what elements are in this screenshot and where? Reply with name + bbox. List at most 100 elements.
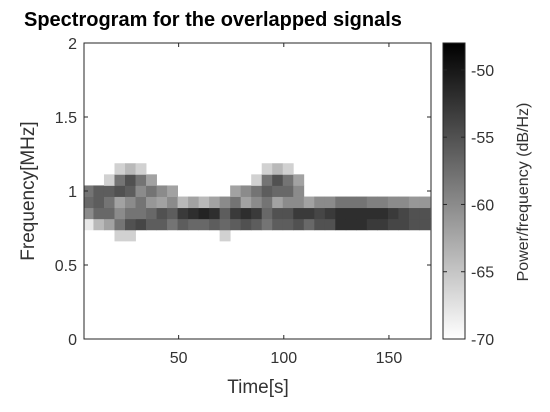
heatmap-cell [366,207,378,220]
heatmap-cell [114,207,126,220]
heatmap-cell [135,163,147,175]
x-axis-ticks: 50 100 150 [170,43,403,367]
colorbar: -70 -65 -60 -55 -50 [442,42,494,349]
heatmap-cell [293,218,305,231]
heatmap-cell [198,207,210,220]
heatmap-cell [125,163,136,175]
heatmap-cell [314,196,326,209]
heatmap-cell [103,218,115,231]
heatmap-cell [272,218,284,231]
heatmap-cell [103,174,115,186]
heatmap-cell [387,218,399,231]
heatmap-cell [324,196,336,209]
colorbar-gradient [442,42,466,340]
heatmap-cell [345,218,357,231]
heatmap-cell [125,174,136,186]
plot-area: 50 100 150 0 0.5 1 1.5 2 [55,36,432,367]
heatmap-cell [219,218,231,231]
heatmap-cell [125,229,136,242]
heatmap-cell [282,218,294,231]
heatmap-cell [84,218,94,231]
heatmap-cell [209,207,221,220]
heatmap-cell [398,218,410,231]
heatmap-cell [103,207,115,220]
heatmap-cell [146,185,157,197]
heatmap-cell [125,218,136,231]
heatmap-cell [167,207,178,220]
heatmap-cell [146,218,157,231]
heatmap-cell [314,218,326,231]
heatmap-cell [303,218,315,231]
heatmap-cell [188,218,200,231]
heatmap-cell [156,196,168,209]
heatmap-cell [377,207,389,220]
heatmap-cell [303,196,315,209]
y-axis-label: Frequency[MHz] [18,121,39,260]
heatmap-cell [240,185,252,197]
heatmap-cell [167,185,178,197]
heatmap-cell [408,218,420,231]
y-tick-label: 0.5 [55,258,77,275]
x-tick-label: 50 [170,350,188,367]
heatmap-cell [398,207,410,220]
heatmap-cell [282,163,294,175]
heatmap-cell [398,196,410,209]
heatmap-cell [261,163,273,175]
heatmap-cell [125,196,136,209]
heatmap-cell [251,196,263,209]
heatmap-cell [345,196,357,209]
heatmap-cell [177,196,189,209]
heatmap-cell [209,218,221,231]
heatmap-cell [198,218,210,231]
heatmap-cell [146,207,157,220]
y-tick-label: 2 [68,36,77,53]
heatmap-cell [219,207,231,220]
heatmap-cell [251,207,263,220]
y-tick-label: 1 [68,184,77,201]
heatmap-cell [135,218,147,231]
heatmap-cell [84,196,94,209]
heatmap-cell [230,218,242,231]
heatmap-cell [114,218,126,231]
heatmap-cell [251,174,263,186]
heatmap-cell [135,207,147,220]
heatmap-cell [93,196,105,209]
heatmap-cell [293,174,305,186]
chart-title: Spectrogram for the overlapped signals [24,9,402,31]
heatmap-cell [156,185,168,197]
heatmap-cell [188,207,200,220]
heatmap-cell [419,207,431,220]
heatmap-cell [282,185,294,197]
colorbar-ticks: -70 -65 -60 -55 -50 [443,63,494,349]
y-tick-label: 1.5 [55,110,77,127]
x-axis-label: Time[s] [227,377,289,398]
heatmap-cell [419,218,431,231]
heatmap-cell [125,185,136,197]
heatmap-cell [177,218,189,231]
heatmap-cell [135,196,147,209]
heatmap-cell [135,185,147,197]
heatmap-cell [272,174,284,186]
heatmap-cell [324,207,336,220]
heatmap-cell [303,207,315,220]
y-tick-label: 0 [68,332,77,349]
colorbar-label: Power/frequency (dB/Hz) [515,103,532,282]
heatmap-cell [156,218,168,231]
heatmap-cell [261,174,273,186]
heatmap-cell [356,218,368,231]
heatmap-cell [356,196,368,209]
heatmap-cell [125,207,136,220]
heatmap-cell [93,185,105,197]
x-tick-label: 150 [376,350,403,367]
heatmap-cell [261,185,273,197]
heatmap-cell [114,229,126,242]
heatmap-cell [230,185,242,197]
heatmap-cell [408,196,420,209]
y-axis-ticks: 0 0.5 1 1.5 2 [55,36,431,349]
heatmap-cell [282,174,294,186]
heatmap-cell [356,207,368,220]
heatmap-cell [377,196,389,209]
heatmap-cell [156,207,168,220]
heatmap-cell [167,218,178,231]
